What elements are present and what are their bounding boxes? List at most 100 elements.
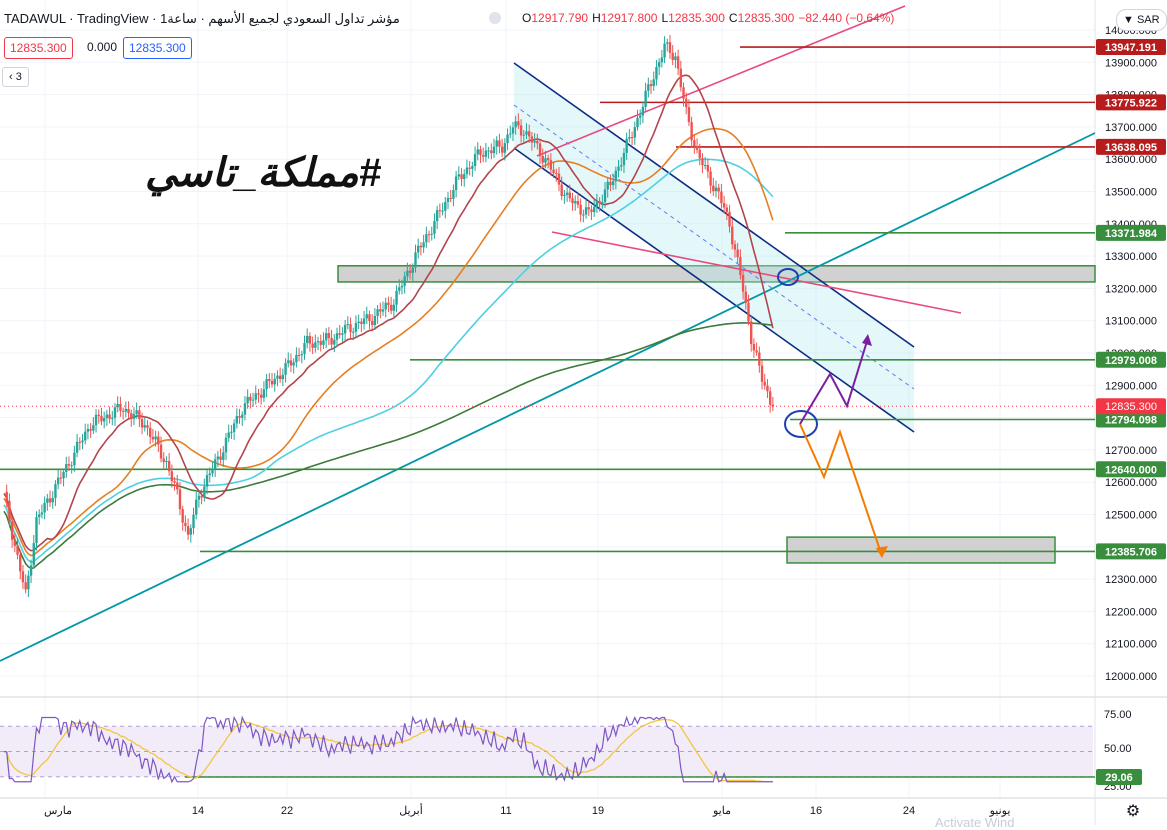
chart-header: مؤشر تداول السعودي لجميع الأسهم · ساعة1 … [0,8,1100,32]
candle-body [8,501,11,523]
candle-body [121,410,125,412]
candle-body [360,321,363,325]
ohlc-value: 12917.800 [600,11,658,25]
candle-body [203,486,206,498]
candle-body [262,389,266,398]
rsi-tick-label: 50.00 [1104,743,1132,755]
candle-body [167,461,171,472]
candle-body [584,207,588,215]
candle-body [273,378,276,385]
candle-body [32,543,35,566]
wedge-lower-line [551,231,962,314]
y-tick-label: 12700.000 [1105,445,1157,457]
candle-body [292,362,295,366]
candle-body [51,498,54,503]
candle-body [722,203,726,208]
level-tag [1096,411,1166,428]
candle-body [300,354,303,356]
candle-body [463,174,466,179]
candle-body [609,181,612,186]
wedge-upper-line [536,5,906,157]
arrowhead [876,546,888,558]
gear-icon[interactable]: ⚙ [1125,803,1141,820]
sell-button[interactable]: 12835.300 [4,37,73,59]
rsi-level-label: 29.06 [1105,772,1133,784]
candle-body [346,324,350,326]
x-tick-label: مايو [712,805,731,817]
currency-button[interactable]: ▼ SAR [1116,9,1167,31]
current-price-label: 12835.300 [1105,401,1157,413]
candle-body [747,302,750,322]
candle-body [427,234,431,236]
candle-body [649,84,653,87]
candle-body [246,396,249,404]
candle-body [495,140,498,147]
candle-body [29,565,33,576]
ohlc-value: −82.440 (−0.64%) [798,11,895,25]
candle-body [741,274,745,292]
candle-body [703,164,707,166]
candle-body [208,473,211,476]
candle-body [590,209,593,213]
indicators-toggle[interactable]: ‹ 3 [2,67,29,87]
candle-body [660,57,664,63]
candle-body [706,164,710,172]
candle-body [541,155,544,163]
candle-body [368,314,371,322]
y-tick-label: 13900.000 [1105,57,1157,69]
candle-body [186,526,190,535]
candle-body [314,342,317,348]
candle-body [384,302,387,310]
candle-body [690,122,693,141]
candle-body [622,152,626,166]
candle-body [555,172,558,174]
symbol-title[interactable]: مؤشر تداول السعودي لجميع الأسهم · ساعة1 … [4,11,400,26]
candle-body [709,171,712,186]
candle-body [219,456,222,460]
candle-body [362,318,366,325]
candle-body [43,502,46,513]
buy-button[interactable]: 12835.300 [123,37,192,59]
candle-body [192,514,195,529]
candle-body [24,582,27,590]
candle-body [116,403,119,408]
level-label: 12979.008 [1105,355,1157,367]
candle-body [40,512,44,515]
indicators-count: 3 [15,71,22,83]
candle-body [433,221,436,234]
candle-body [278,375,282,380]
candle-body [484,150,488,157]
candle-body [444,201,447,211]
candle-body [511,127,515,134]
candle-body [641,106,645,116]
candle-body [557,173,561,185]
candle-body [408,270,412,273]
marker-circle [777,268,799,286]
x-tick-label: 14 [192,805,204,817]
candle-body [701,158,704,166]
candle-body [216,456,220,460]
level-tag [1096,138,1166,155]
candle-body [308,335,312,344]
candle-body [327,333,331,338]
x-tick-label: 11 [500,805,511,817]
candle-body [435,210,439,222]
candle-body [655,67,658,80]
candle-body [349,324,352,333]
ohlc-value: 12835.300 [668,11,725,25]
market-status-icon[interactable] [489,12,501,24]
support-zone [786,536,1056,564]
candle-body [620,165,623,167]
candle-body [154,436,157,440]
candle-body [644,90,647,107]
rsi-signal-line [3,718,773,783]
candle-body [387,302,390,305]
candle-body [241,414,244,418]
candle-body [695,146,699,150]
candle-body [119,403,122,411]
candle-body [674,56,677,60]
candle-body [417,245,420,253]
candle-body [528,131,531,137]
